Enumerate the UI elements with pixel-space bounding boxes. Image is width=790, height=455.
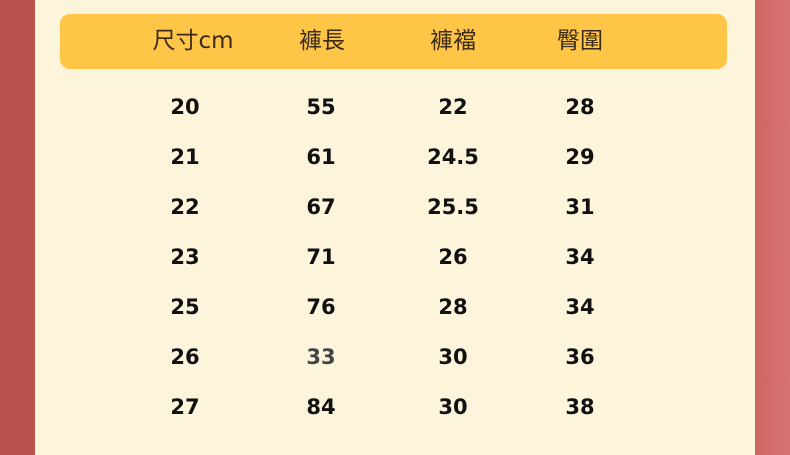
table-cell: 30 bbox=[438, 395, 468, 419]
table-cell: 21 bbox=[170, 145, 200, 169]
header-size: 尺寸cm bbox=[152, 28, 234, 54]
table-cell: 24.5 bbox=[427, 145, 479, 169]
table-row: 25 76 28 34 bbox=[35, 295, 755, 325]
table-cell: 31 bbox=[565, 195, 595, 219]
table-cell: 22 bbox=[438, 95, 468, 119]
header-rise: 褲襠 bbox=[430, 28, 476, 54]
table-cell: 29 bbox=[565, 145, 595, 169]
table-row: 22 67 25.5 31 bbox=[35, 195, 755, 225]
table-cell: 30 bbox=[438, 345, 468, 369]
table-cell: 34 bbox=[565, 295, 595, 319]
table-cell: 26 bbox=[170, 345, 200, 369]
left-border bbox=[0, 0, 35, 455]
table-row: 27 84 30 38 bbox=[35, 395, 755, 425]
table-row: 21 61 24.5 29 bbox=[35, 145, 755, 175]
table-cell: 33 bbox=[306, 345, 336, 369]
table-cell: 23 bbox=[170, 245, 200, 269]
header-hip: 臀圍 bbox=[557, 28, 603, 54]
table-cell: 27 bbox=[170, 395, 200, 419]
table-cell: 76 bbox=[306, 295, 336, 319]
table-cell: 36 bbox=[565, 345, 595, 369]
table-cell: 25.5 bbox=[427, 195, 479, 219]
table-cell: 20 bbox=[170, 95, 200, 119]
table-row: 20 55 22 28 bbox=[35, 95, 755, 125]
table-cell: 28 bbox=[438, 295, 468, 319]
table-cell: 34 bbox=[565, 245, 595, 269]
right-border bbox=[755, 0, 790, 455]
table-header: 尺寸cm 褲長 褲襠 臀圍 bbox=[60, 14, 727, 69]
table-cell: 26 bbox=[438, 245, 468, 269]
header-length: 褲長 bbox=[299, 28, 345, 54]
table-cell: 55 bbox=[306, 95, 336, 119]
table-cell: 38 bbox=[565, 395, 595, 419]
table-row: 23 71 26 34 bbox=[35, 245, 755, 275]
table-cell: 22 bbox=[170, 195, 200, 219]
table-cell: 28 bbox=[565, 95, 595, 119]
size-chart-card: 尺寸cm 褲長 褲襠 臀圍 20 55 22 28 21 61 24.5 29 22 67 25.5… bbox=[35, 0, 755, 455]
table-cell: 61 bbox=[306, 145, 336, 169]
table-row: 26 33 30 36 bbox=[35, 345, 755, 375]
table-cell: 71 bbox=[306, 245, 336, 269]
table-cell: 67 bbox=[306, 195, 336, 219]
table-cell: 25 bbox=[170, 295, 200, 319]
table-cell: 84 bbox=[306, 395, 336, 419]
